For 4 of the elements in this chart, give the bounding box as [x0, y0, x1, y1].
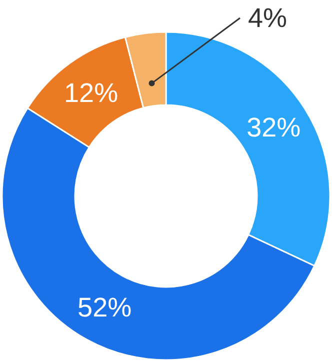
data-label: 4% — [248, 3, 288, 33]
data-label: 12% — [64, 78, 118, 108]
data-label: 52% — [78, 292, 132, 323]
data-label: 32% — [246, 112, 301, 143]
